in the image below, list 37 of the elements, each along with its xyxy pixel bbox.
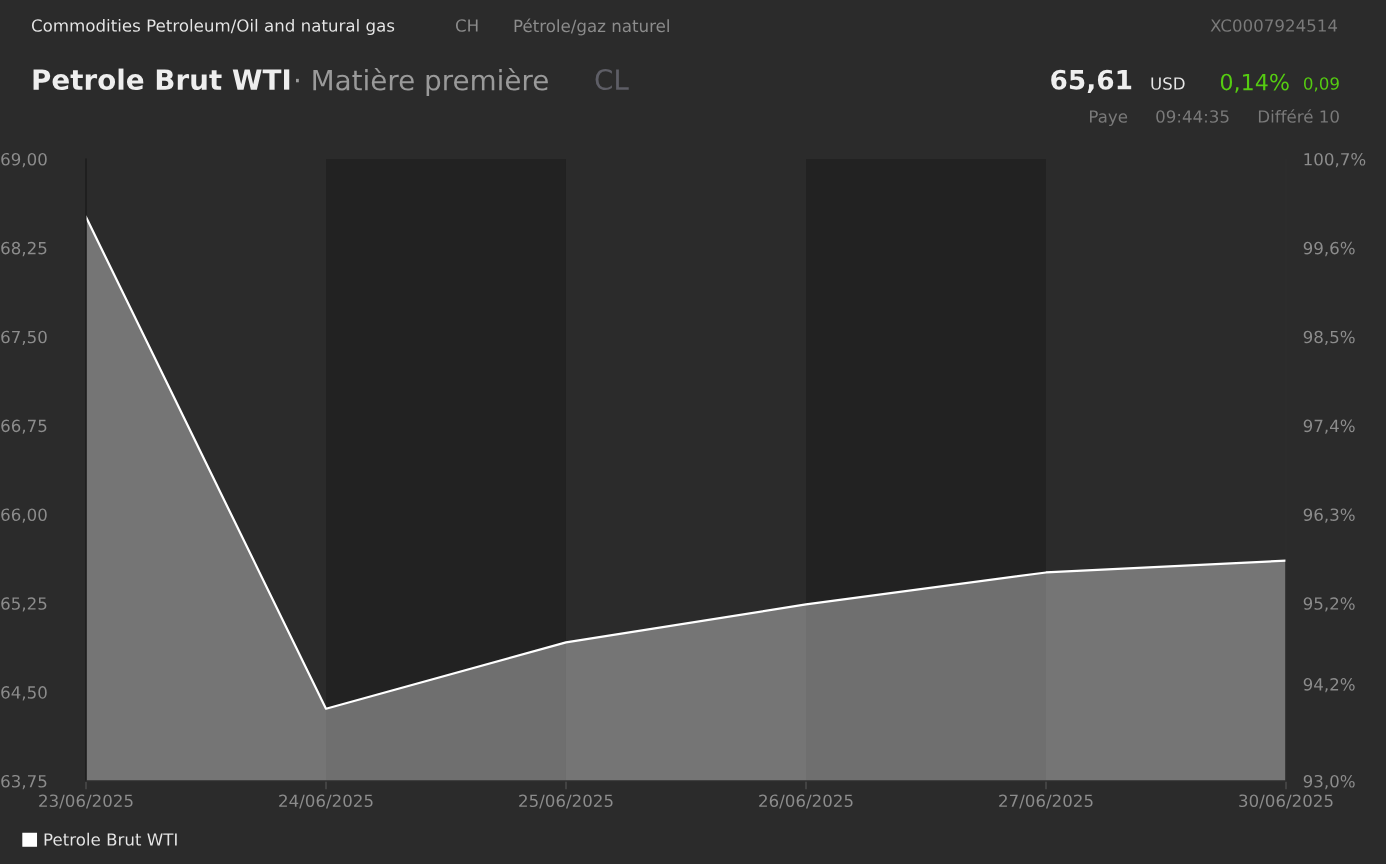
x-tick-label: 27/06/2025	[999, 794, 1093, 809]
y-tick-label: 66,75	[1, 419, 47, 434]
text: USD	[1151, 77, 1185, 90]
y2-tick-label: 99,6%	[1303, 241, 1355, 257]
y2-tick-label: 96,3%	[1303, 508, 1355, 523]
text: Pétrole/gaz naturel	[514, 18, 669, 36]
chart-subtitle: · Matière première	[295, 68, 548, 96]
y-tick-label: 65,25	[1, 597, 47, 612]
y2-tick-label: 98,5%	[1303, 330, 1355, 345]
y2-tick-label: 95,2%	[1303, 597, 1355, 612]
text: 09:44:35	[1156, 110, 1229, 123]
text: Paye	[1090, 110, 1128, 127]
y-tick-label: 66,00	[1, 508, 47, 523]
text: CH	[455, 19, 478, 32]
y2-tick-label: 100,7%	[1304, 152, 1366, 168]
text: 0,14%	[1220, 73, 1289, 93]
text: Commodities Petroleum/Oil and natural gas	[31, 18, 395, 36]
text: 65,61	[1051, 69, 1132, 94]
x-tick-label: 23/06/2025	[39, 794, 133, 809]
text: 0,09	[1303, 77, 1339, 92]
x-tick-label: 30/06/2025	[1239, 794, 1333, 809]
text: XC0007924514	[1210, 19, 1338, 32]
text: CL	[595, 69, 629, 91]
y2-tick-label: 97,4%	[1303, 419, 1355, 434]
y-tick-label: 69,00	[1, 152, 47, 168]
y-tick-label: 64,50	[1, 686, 47, 701]
y-tick-label: 63,75	[1, 774, 47, 790]
legend-label: Petrole Brut WTI	[44, 832, 177, 846]
x-tick-label: 25/06/2025	[519, 794, 613, 809]
x-tick-label: 24/06/2025	[279, 794, 373, 809]
x-tick-label: 26/06/2025	[759, 794, 853, 809]
y-tick-label: 67,50	[1, 330, 47, 345]
y2-tick-label: 94,2%	[1303, 678, 1355, 693]
chart-title: Petrole Brut WTI	[33, 68, 290, 91]
y2-tick-label: 93,0%	[1303, 774, 1355, 790]
text: Différé 10	[1258, 109, 1339, 123]
y-tick-label: 68,25	[1, 241, 47, 257]
